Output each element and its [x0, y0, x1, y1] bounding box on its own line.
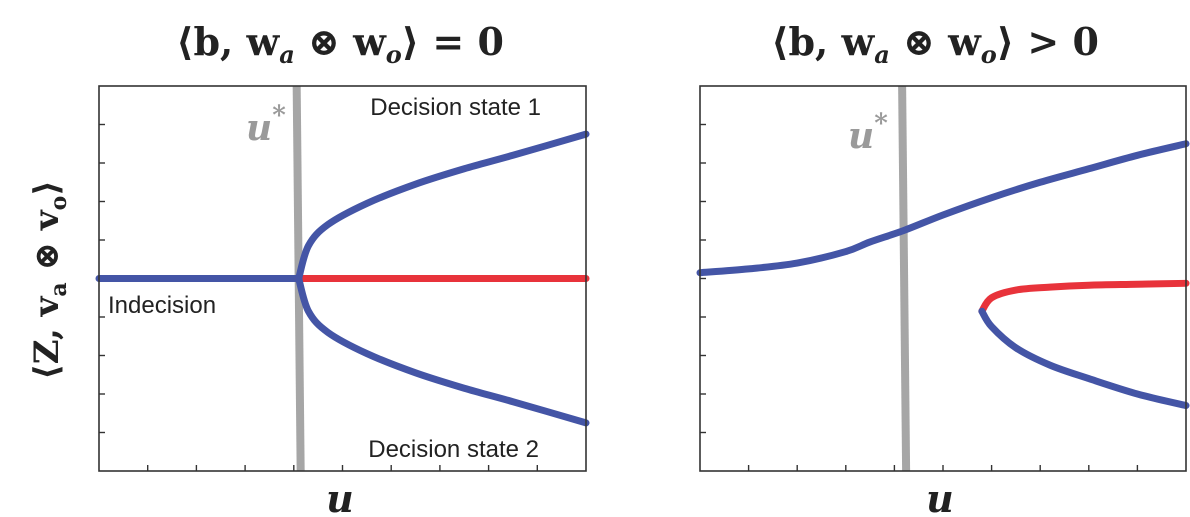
panel-left-ustar-label: u* — [246, 101, 286, 149]
panel-left: ⟨b, wa ⊗ wo⟩ = 0 ⟨Z, va ⊗ vo⟩ Decision s… — [27, 19, 590, 517]
annotation-indecision: Indecision — [108, 292, 216, 319]
series-line-0 — [696, 140, 1190, 277]
panel-left-title: ⟨b, wa ⊗ wo⟩ = 0 — [176, 19, 504, 69]
panel-right-frame — [699, 85, 1187, 472]
series-line-1 — [978, 279, 1190, 315]
series-line-2 — [978, 307, 1190, 410]
panel-left-ylabel: ⟨Z, va ⊗ vo⟩ — [27, 180, 72, 380]
panel-right-title: ⟨b, wa ⊗ wo⟩ > 0 — [771, 19, 1099, 69]
series-line-3 — [295, 275, 590, 427]
panel-left-xlabel: u — [326, 476, 354, 517]
panel-right-ustar-label: u* — [848, 109, 888, 157]
annotation-decision-state-1: Decision state 1 — [370, 94, 541, 121]
panel-right-plot — [696, 85, 1190, 472]
panel-left-plot — [95, 85, 590, 472]
u-star-marker — [898, 85, 911, 472]
annotation-decision-state-2: Decision state 2 — [368, 436, 539, 463]
panel-right-xlabel: u — [926, 476, 954, 517]
series-line-2 — [295, 130, 590, 282]
panel-right: ⟨b, wa ⊗ wo⟩ > 0 u* u — [696, 19, 1190, 517]
panel-left-frame — [98, 85, 587, 472]
